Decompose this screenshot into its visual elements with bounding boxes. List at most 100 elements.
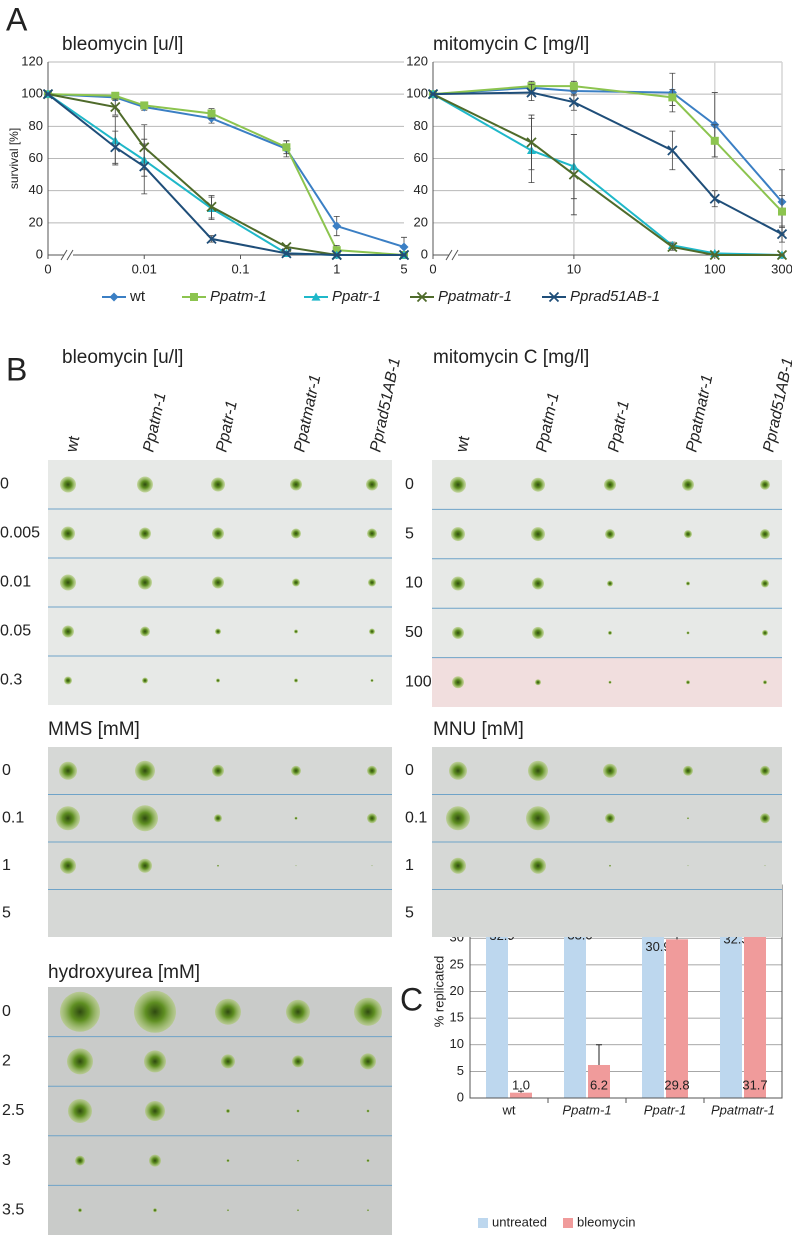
bar: [720, 926, 742, 1098]
row-label: 50: [405, 624, 423, 641]
marker: [206, 233, 217, 245]
colony: [212, 576, 224, 589]
axis-break: [64, 249, 73, 261]
colony: [609, 864, 611, 867]
colony: [60, 857, 76, 874]
colony: [292, 578, 300, 587]
x-tick-label: Ppatmatr-1: [711, 1102, 775, 1117]
colony: [226, 1159, 230, 1163]
colony: [763, 680, 767, 685]
colony: [211, 477, 225, 492]
colony: [294, 678, 298, 683]
colony: [762, 629, 768, 636]
marker: [331, 249, 342, 261]
bar: [642, 933, 664, 1098]
colony: [761, 579, 769, 588]
colony: [532, 626, 544, 639]
row-label: 0.3: [0, 672, 22, 689]
marker: [398, 249, 410, 261]
colony: [764, 865, 766, 867]
panel-label: B: [6, 351, 27, 387]
x-tick-label: 100: [704, 261, 726, 276]
colony: [286, 999, 310, 1024]
genotype-label: Ppatmatr-1: [291, 373, 324, 454]
marker: [526, 87, 537, 98]
y-tick-label: 100: [21, 86, 43, 101]
colony: [297, 1209, 299, 1212]
colony: [295, 865, 297, 867]
colony: [605, 813, 615, 824]
value-label: 6.2: [590, 1077, 608, 1092]
x-tick-label: 300: [771, 261, 792, 276]
y-tick-label: 100: [406, 86, 428, 101]
value-label: 29.8: [664, 1077, 689, 1092]
colony: [291, 528, 301, 539]
colony: [68, 1099, 92, 1123]
bar: [564, 922, 586, 1098]
colony: [760, 813, 770, 824]
colony: [215, 628, 221, 635]
marker: [569, 82, 578, 91]
colony: [296, 1109, 300, 1113]
x-tick-label: 0: [429, 261, 436, 276]
y-tick-label: 80: [29, 118, 43, 133]
genotype-label: Pprad51AB-1: [760, 356, 792, 454]
row-label: 3: [2, 1152, 11, 1169]
colony: [226, 1109, 230, 1113]
colony: [370, 679, 374, 682]
legend-label: Ppatmatr-1: [438, 288, 512, 305]
axis-break: [449, 249, 458, 261]
marker: [778, 207, 786, 216]
colony: [144, 1050, 166, 1073]
series-line: [432, 91, 783, 235]
colony: [135, 760, 155, 781]
y-tick-label: 0: [36, 246, 43, 261]
colony: [60, 574, 76, 591]
y-tick-label: 80: [414, 118, 428, 133]
row-label: 1: [2, 857, 11, 874]
marker: [110, 142, 121, 153]
colony: [530, 857, 546, 874]
genotype-label: Pprad51AB-1: [367, 356, 404, 454]
colony: [686, 631, 690, 635]
legend-label: untreated: [492, 1214, 547, 1229]
error-bar: [518, 1090, 524, 1093]
legend-label: Ppatr-1: [332, 288, 381, 305]
colony: [608, 680, 612, 684]
colony: [532, 577, 544, 590]
plate-photo: [432, 657, 782, 707]
colony: [291, 765, 301, 776]
plate-photo: [48, 987, 392, 1235]
colony: [137, 476, 153, 493]
y-tick-label: 0: [457, 1089, 464, 1104]
colony: [686, 680, 690, 685]
colony: [452, 676, 464, 689]
value-label: 31.7: [742, 1077, 767, 1092]
colony: [153, 1208, 157, 1213]
colony: [212, 764, 224, 777]
colony: [56, 806, 80, 831]
error-bar: [596, 1044, 602, 1065]
x-tick-label: 0.01: [132, 261, 157, 276]
y-tick-label: 40: [414, 182, 428, 197]
colony: [535, 679, 541, 686]
value-label: 1.0: [512, 1077, 530, 1092]
colony: [371, 865, 373, 867]
bar: [744, 929, 766, 1098]
colony: [603, 763, 617, 778]
marker: [140, 101, 149, 110]
colony: [682, 478, 694, 491]
colony: [531, 527, 545, 542]
panel-label: C: [400, 981, 423, 1017]
colony: [60, 991, 100, 1032]
y-tick-label: 20: [450, 983, 464, 998]
colony: [149, 1154, 161, 1167]
legend-label: Pprad51AB-1: [570, 288, 660, 305]
series-line: [432, 85, 783, 213]
row-label: 3.5: [2, 1201, 24, 1218]
genotype-label: Ppatm-1: [140, 391, 169, 454]
row-label: 2.5: [2, 1102, 24, 1119]
y-tick-label: 10: [450, 1036, 464, 1051]
colony: [450, 476, 466, 493]
colony: [212, 527, 224, 540]
